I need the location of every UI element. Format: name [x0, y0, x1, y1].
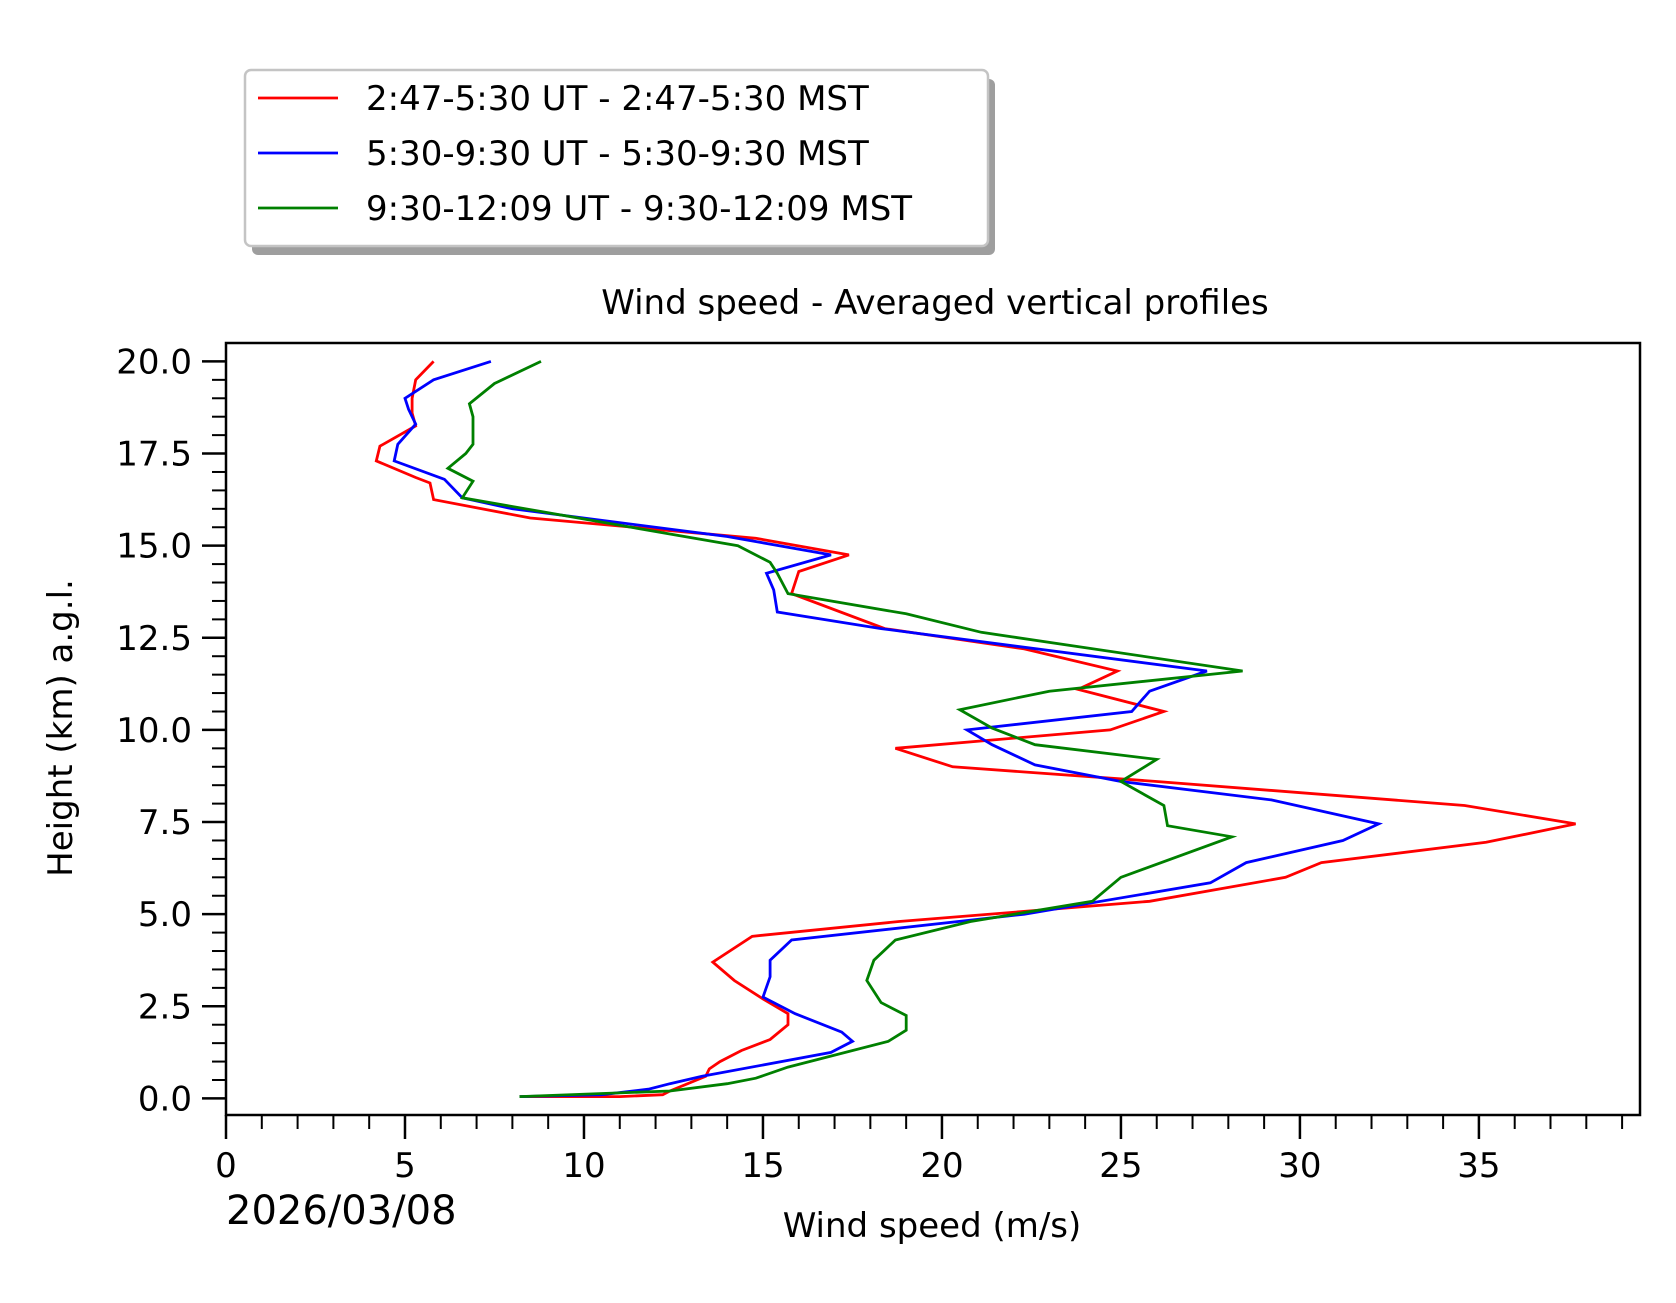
x-tick-label: 35 — [1457, 1146, 1500, 1186]
x-tick-label: 20 — [920, 1146, 963, 1186]
plot-frame — [224, 341, 1642, 1117]
legend-frame — [243, 68, 990, 248]
legend-label-1: 2:47-5:30 UT - 2:47-5:30 MST — [366, 79, 869, 119]
legend-label-2: 5:30-9:30 UT - 5:30-9:30 MST — [366, 134, 869, 174]
series-line-1 — [374, 360, 1576, 1098]
x-tick-label: 5 — [394, 1146, 416, 1186]
y-tick-label: 12.5 — [116, 619, 192, 659]
x-tick-label: 25 — [1099, 1146, 1142, 1186]
series-layer — [374, 360, 1576, 1098]
chart-title: Wind speed - Averaged vertical profiles — [601, 283, 1269, 323]
date-label: 2026/03/08 — [226, 1188, 457, 1234]
y-axis-label: Height (km) a.g.l. — [41, 579, 81, 877]
x-tick-label: 30 — [1278, 1146, 1321, 1186]
y-axis: 0.0 2.5 5.0 7.5 10.0 12.5 15.0 17.5 20.0 — [116, 342, 226, 1119]
legend: 2:47-5:30 UT - 2:47-5:30 MST 5:30-9:30 UT… — [243, 68, 995, 255]
y-tick-label: 7.5 — [138, 803, 192, 843]
y-tick-label: 5.0 — [138, 895, 192, 935]
x-tick-label: 15 — [741, 1146, 784, 1186]
y-tick-label: 0.0 — [138, 1079, 192, 1119]
x-axis-label: Wind speed (m/s) — [783, 1206, 1082, 1246]
series-line-2 — [392, 360, 1384, 1098]
y-tick-label: 2.5 — [138, 987, 192, 1027]
x-axis: 0 5 10 15 20 25 30 35 — [215, 1115, 1624, 1186]
y-tick-label: 10.0 — [116, 711, 192, 751]
series-line-3 — [445, 360, 1243, 1098]
y-tick-label: 17.5 — [116, 435, 192, 475]
y-tick-label: 15.0 — [116, 527, 192, 567]
x-tick-label: 0 — [215, 1146, 237, 1186]
y-tick-label: 20.0 — [116, 342, 192, 382]
legend-label-3: 9:30-12:09 UT - 9:30-12:09 MST — [366, 189, 912, 229]
x-tick-label: 10 — [562, 1146, 605, 1186]
